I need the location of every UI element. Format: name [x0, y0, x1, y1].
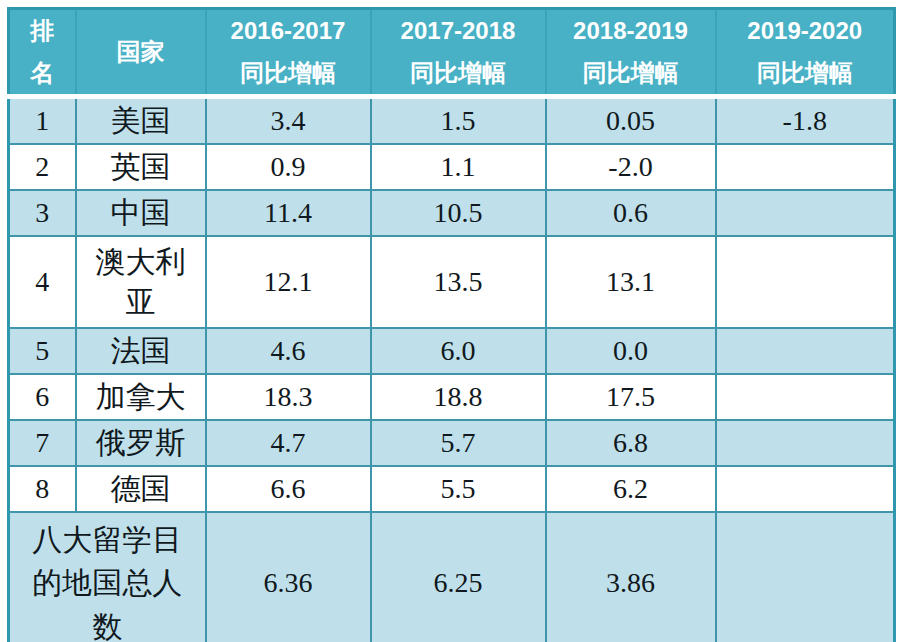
value-cell: 3.4: [206, 97, 371, 145]
value-cell: 0.6: [546, 190, 716, 236]
value-cell: 1.1: [371, 144, 546, 190]
country-cell: 德国: [76, 466, 206, 512]
total-label-cell: 八大留学目的地国总人数: [9, 512, 206, 642]
table-row-china: 3 中国 11.4 10.5 0.6: [9, 190, 895, 236]
header-cell-2016-2017: 2016-2017 同比增幅: [206, 9, 371, 97]
value-cell: 5.7: [371, 420, 546, 466]
rank-cell: 3: [9, 190, 76, 236]
country-cell: 中国: [76, 190, 206, 236]
rank-cell: 1: [9, 97, 76, 145]
rank-cell: 8: [9, 466, 76, 512]
value-cell: 0.9: [206, 144, 371, 190]
value-cell: 13.5: [371, 236, 546, 328]
header-cell-2018-2019: 2018-2019 同比增幅: [546, 9, 716, 97]
header-cell-2017-2018: 2017-2018 同比增幅: [371, 9, 546, 97]
value-cell: 3.86: [546, 512, 716, 642]
value-cell: [716, 374, 895, 420]
value-cell: 11.4: [206, 190, 371, 236]
rank-cell: 5: [9, 328, 76, 374]
table-row-canada: 6 加拿大 18.3 18.8 17.5: [9, 374, 895, 420]
country-cell: 澳大利亚: [76, 236, 206, 328]
table-row-usa: 1 美国 3.4 1.5 0.05 -1.8: [9, 97, 895, 145]
value-cell: [716, 420, 895, 466]
header-cell-2019-2020: 2019-2020 同比增幅: [716, 9, 895, 97]
value-cell: 10.5: [371, 190, 546, 236]
country-cell: 法国: [76, 328, 206, 374]
country-cell: 俄罗斯: [76, 420, 206, 466]
country-cell: 加拿大: [76, 374, 206, 420]
value-cell: -1.8: [716, 97, 895, 145]
table-row-australia: 4 澳大利亚 12.1 13.5 13.1: [9, 236, 895, 328]
value-cell: 0.05: [546, 97, 716, 145]
value-cell: 0.0: [546, 328, 716, 374]
value-cell: -2.0: [546, 144, 716, 190]
value-cell: 6.25: [371, 512, 546, 642]
header-cell-rank: 排 名: [9, 9, 76, 97]
value-cell: 18.3: [206, 374, 371, 420]
value-cell: 6.6: [206, 466, 371, 512]
table-row-uk: 2 英国 0.9 1.1 -2.0: [9, 144, 895, 190]
value-cell: 17.5: [546, 374, 716, 420]
rank-cell: 7: [9, 420, 76, 466]
header-row: 排 名 国家 2016-2017 同比增幅 2017-2018 同比增幅 201…: [9, 9, 895, 97]
value-cell: 6.8: [546, 420, 716, 466]
value-cell: 6.0: [371, 328, 546, 374]
value-cell: 5.5: [371, 466, 546, 512]
value-cell: 1.5: [371, 97, 546, 145]
value-cell: 6.2: [546, 466, 716, 512]
rank-cell: 6: [9, 374, 76, 420]
value-cell: [716, 144, 895, 190]
value-cell: [716, 190, 895, 236]
value-cell: [716, 512, 895, 642]
rank-cell: 4: [9, 236, 76, 328]
value-cell: [716, 236, 895, 328]
value-cell: 18.8: [371, 374, 546, 420]
value-cell: 6.36: [206, 512, 371, 642]
table-row-total: 八大留学目的地国总人数 6.36 6.25 3.86: [9, 512, 895, 642]
table-row-germany: 8 德国 6.6 5.5 6.2: [9, 466, 895, 512]
header-cell-country: 国家: [76, 9, 206, 97]
table-row-russia: 7 俄罗斯 4.7 5.7 6.8: [9, 420, 895, 466]
value-cell: 12.1: [206, 236, 371, 328]
value-cell: [716, 466, 895, 512]
value-cell: 4.7: [206, 420, 371, 466]
rank-cell: 2: [9, 144, 76, 190]
table-row-france: 5 法国 4.6 6.0 0.0: [9, 328, 895, 374]
country-cell: 英国: [76, 144, 206, 190]
value-cell: 4.6: [206, 328, 371, 374]
value-cell: [716, 328, 895, 374]
country-cell: 美国: [76, 97, 206, 145]
value-cell: 13.1: [546, 236, 716, 328]
growth-table: 排 名 国家 2016-2017 同比增幅 2017-2018 同比增幅 201…: [7, 7, 896, 642]
growth-table-container: 排 名 国家 2016-2017 同比增幅 2017-2018 同比增幅 201…: [7, 7, 893, 642]
